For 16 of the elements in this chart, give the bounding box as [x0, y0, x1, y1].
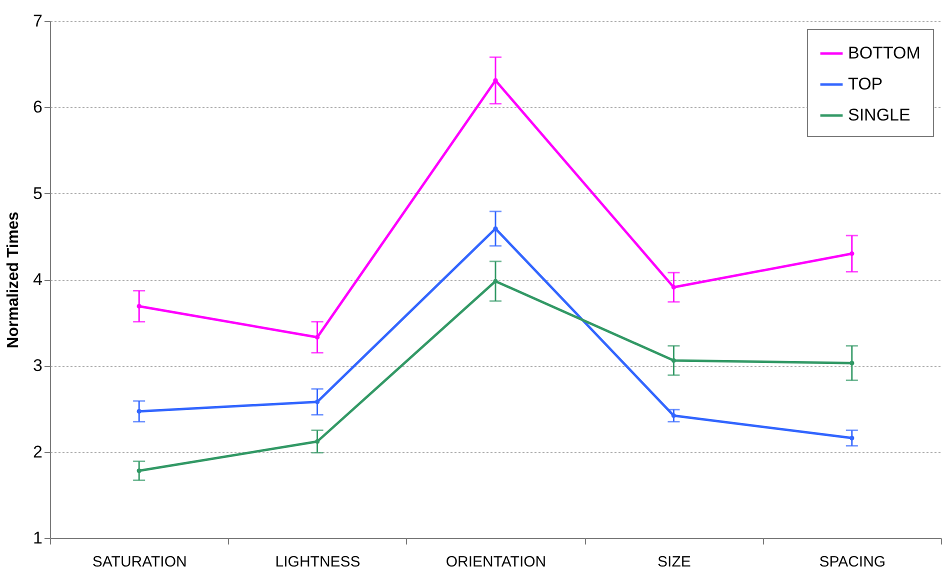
x-tick-label: LIGHTNESS [275, 554, 360, 570]
legend-label: BOTTOM [848, 44, 920, 62]
y-tick-label: 7 [33, 12, 42, 30]
y-tick-label: 4 [33, 270, 42, 289]
legend-label: TOP [848, 74, 883, 94]
y-tick-label: 3 [33, 356, 42, 376]
y-tick-label: 6 [33, 98, 42, 117]
y-tick-label: 5 [33, 184, 42, 203]
x-tick-label: SPACING [819, 554, 886, 570]
y-axis-title: Normalized Times [5, 212, 22, 348]
x-tick-label: ORIENTATION [446, 554, 546, 570]
legend-label: SINGLE [848, 106, 910, 124]
y-tick-label: 2 [33, 442, 42, 462]
x-tick-label: SATURATION [92, 554, 187, 570]
y-tick-label: 1 [33, 528, 42, 548]
x-tick-label: SIZE [658, 554, 691, 570]
